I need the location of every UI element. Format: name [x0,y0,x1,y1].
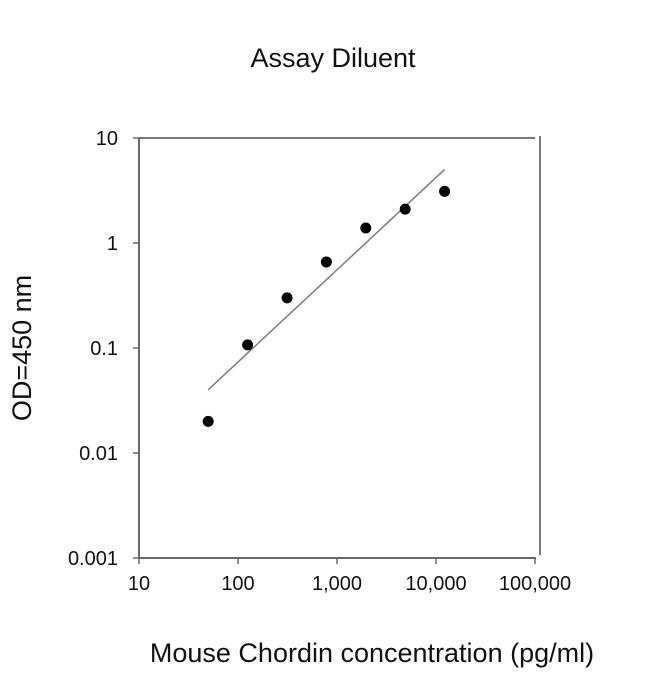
y-ticks: 0.001 0.01 0.1 1 10 [68,128,139,570]
y-tick-label: 10 [96,128,118,150]
y-axis: 0.001 0.01 0.1 1 10 [68,128,140,570]
x-axis-label: Mouse Chordin concentration (pg/ml) [150,638,594,668]
x-ticks: 10 100 1,000 10,000 100,000 [128,558,571,595]
x-tick-label: 100,000 [499,573,571,595]
plot-frame [139,136,541,555]
data-point [242,339,254,351]
y-axis-label: OD=450 nm [7,275,37,421]
data-point [439,185,451,197]
x-tick-label: 10,000 [405,573,466,595]
fit-line [207,169,446,391]
y-tick-label: 0.01 [79,443,118,465]
data-point [320,256,332,268]
x-axis: 10 100 1,000 10,000 100,000 [128,557,571,595]
data-point [281,292,293,304]
y-tick-label: 0.001 [68,548,118,570]
data-point [360,222,372,234]
y-tick-label: 0.1 [90,338,118,360]
x-tick-label: 1,000 [312,573,362,595]
x-tick-label: 100 [221,573,254,595]
chart-title: Assay Diluent [250,43,416,73]
y-tick-label: 1 [107,233,118,255]
data-point [202,415,214,427]
x-tick-label: 10 [128,573,150,595]
data-point [399,203,411,215]
data-series [202,169,451,427]
